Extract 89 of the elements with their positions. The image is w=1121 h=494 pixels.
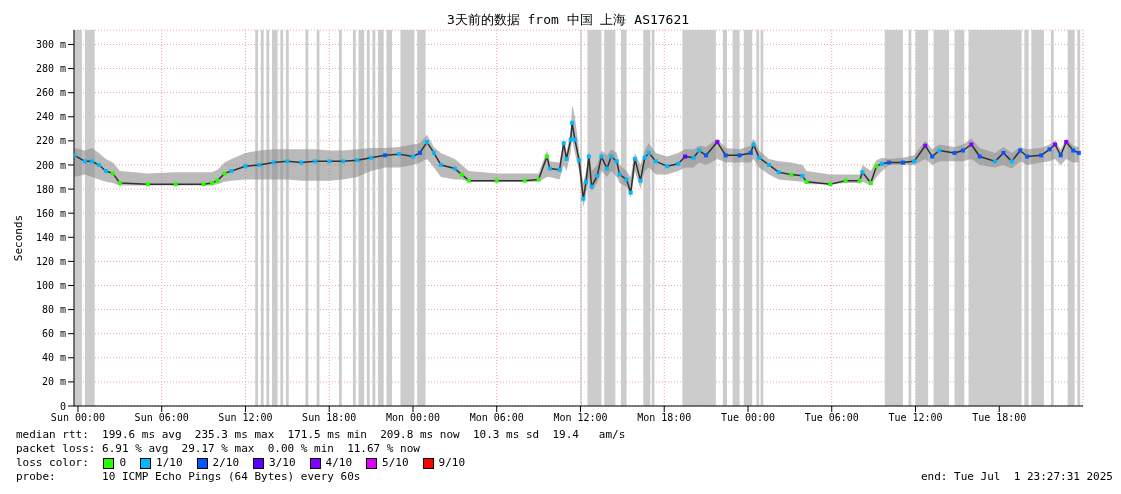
point [145, 182, 150, 187]
point [173, 182, 178, 187]
x-tick-label: Tue 12:00 [888, 412, 943, 424]
y-tick-label: 220 m [35, 135, 66, 147]
legend-title: loss color: [16, 456, 90, 470]
point [536, 177, 541, 182]
point [748, 150, 753, 155]
point [466, 178, 471, 183]
point [459, 172, 464, 177]
point [494, 178, 499, 183]
y-tick-label: 20 m [41, 376, 66, 388]
text: end: Tue Jul 1 23:27:31 2025 [920, 470, 1113, 484]
point [789, 172, 794, 177]
point [1001, 150, 1006, 155]
point [1025, 154, 1030, 159]
point [683, 154, 688, 159]
legend-label: 0 [119, 456, 127, 470]
x-tick-label: Mon 18:00 [637, 412, 692, 424]
point [857, 178, 862, 183]
point [868, 181, 873, 186]
legend-label: 5/10 [382, 456, 409, 470]
legend-label: 2/10 [212, 456, 240, 470]
y-tick-label: 60 m [41, 328, 66, 340]
y-tick-label: 300 m [35, 39, 66, 51]
x-tick-label: Mon 00:00 [385, 412, 441, 424]
y-tick-label: 80 m [41, 304, 66, 316]
y-tick-label: 100 m [35, 280, 66, 292]
point [544, 154, 549, 159]
point [977, 154, 982, 159]
point [900, 160, 905, 165]
legend-label: 9/10 [438, 456, 466, 470]
x-tick-label: Sun 18:00 [302, 412, 357, 424]
point [704, 153, 709, 158]
legend-label: 1/10 [156, 456, 183, 470]
point [960, 148, 965, 153]
point [969, 142, 974, 147]
text: median rtt: 199.6 ms avg 235.3 ms max 171.5 ms min 209.8 ms now 10.3 ms sd 19.4 am/s [16, 428, 627, 442]
point [930, 154, 935, 159]
legend-label: 4/10 [325, 456, 353, 470]
point [522, 178, 527, 183]
point [737, 153, 742, 158]
point [215, 178, 220, 183]
y-tick-label: 260 m [35, 87, 66, 99]
x-tick-label: Sun 06:00 [134, 412, 189, 424]
point [1071, 148, 1076, 153]
point [201, 182, 206, 187]
point [417, 150, 422, 155]
y-tick-label: 120 m [35, 255, 66, 267]
point [1076, 150, 1081, 155]
point [723, 153, 728, 158]
y-tick-label: 40 m [41, 352, 66, 364]
point [804, 179, 809, 184]
x-tick-label: Tue 18:00 [972, 412, 1027, 424]
point [110, 171, 115, 176]
text: packet loss: 6.91 % avg 29.17 % max 0.00 % min 11.67 % now [16, 442, 421, 456]
x-tick-label: Mon 06:00 [469, 412, 524, 424]
point [886, 160, 891, 165]
y-tick-label: 280 m [35, 63, 66, 75]
point [1018, 148, 1023, 153]
point [828, 182, 833, 187]
y-axis-title: Seconds [12, 214, 25, 262]
x-tick-label: Sun 00:00 [50, 412, 106, 424]
x-tick-label: Tue 06:00 [804, 412, 859, 424]
y-tick-label: 200 m [35, 159, 66, 171]
point [923, 143, 928, 148]
y-tick-label: 140 m [35, 231, 66, 243]
x-tick-label: Sun 12:00 [218, 412, 273, 424]
point [1058, 153, 1063, 158]
point [874, 164, 879, 169]
y-tick-label: 0 [59, 400, 66, 412]
point [1047, 147, 1052, 152]
chart-title: 3天前的数据 from 中国 上海 AS17621 [446, 12, 690, 27]
point [1064, 140, 1069, 145]
point [843, 178, 848, 183]
y-tick-label: 180 m [35, 183, 66, 195]
point [383, 153, 388, 158]
point [117, 181, 122, 186]
point [715, 140, 720, 145]
text: probe: 10 ICMP Echo Pings (64 Bytes) every 60s [16, 470, 361, 484]
point [952, 150, 957, 155]
y-tick-label: 160 m [35, 207, 66, 219]
point [1039, 153, 1044, 158]
legend-label: 3/10 [269, 456, 296, 470]
y-tick-label: 240 m [35, 111, 66, 123]
point [209, 181, 214, 186]
x-tick-label: Tue 00:00 [720, 412, 776, 424]
x-tick-label: Mon 12:00 [553, 412, 608, 424]
point [222, 171, 227, 176]
point [1053, 142, 1058, 147]
